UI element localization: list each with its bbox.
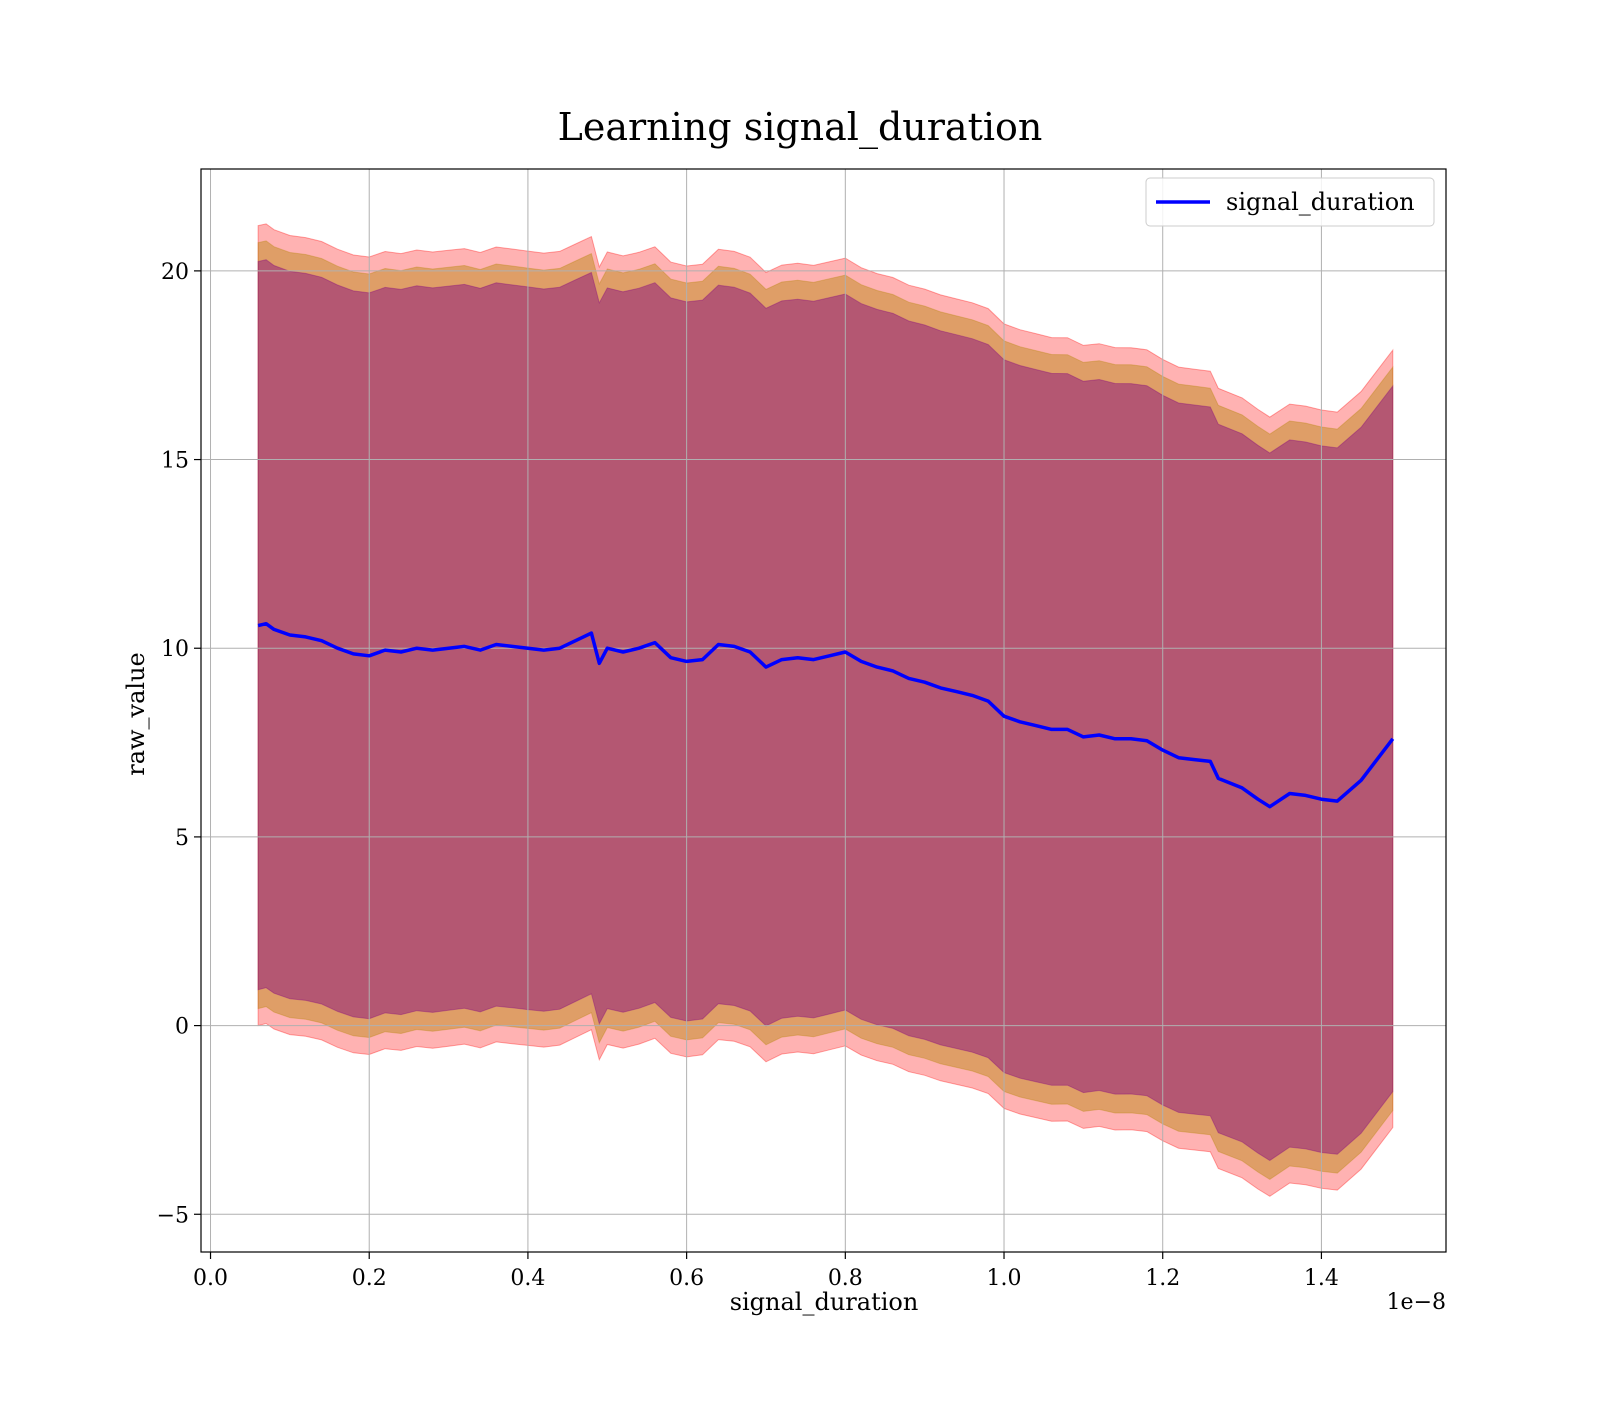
plot-frame: [200, 168, 1447, 1253]
x-tick-label: 1.0: [987, 1266, 1022, 1291]
y-axis-ticks: −5 0 5 10 15 20: [157, 260, 201, 1228]
x-tick-label: 0.4: [510, 1266, 545, 1291]
x-axis-ticks: 0.0 0.2 0.4 0.6 0.8 1.0 1.2 1.4: [193, 1252, 1339, 1291]
x-tick-label: 1.4: [1304, 1266, 1339, 1291]
grid-lines: [201, 169, 1446, 1252]
band-inner: [257, 259, 1394, 1162]
series-line-signal-duration: [257, 621, 1395, 809]
band-outer: [257, 223, 1394, 1197]
x-tick-label: 0.6: [669, 1266, 704, 1291]
y-tick-label: 5: [175, 826, 189, 851]
y-axis-label: raw_value: [122, 652, 150, 776]
x-axis-label: signal_duration: [730, 1288, 919, 1316]
series-lines: [257, 621, 1395, 809]
y-tick-label: 0: [175, 1015, 189, 1040]
chart-title: Learning signal_duration: [558, 105, 1043, 150]
y-tick-label: 15: [161, 449, 189, 474]
x-tick-label: 0.0: [193, 1266, 228, 1291]
x-tick-label: 0.2: [352, 1266, 387, 1291]
y-tick-label: 10: [161, 637, 189, 662]
legend: signal_duration: [1145, 177, 1435, 227]
confidence-bands: [257, 223, 1394, 1197]
legend-frame: [1145, 177, 1435, 227]
x-tick-label: 1.2: [1145, 1266, 1180, 1291]
band-middle: [257, 240, 1394, 1180]
y-tick-label: 20: [161, 260, 189, 285]
legend-entry-label: signal_duration: [1226, 188, 1415, 216]
x-axis-offset-label: 1e−8: [1387, 1290, 1446, 1315]
y-tick-label: −5: [157, 1203, 189, 1228]
x-tick-label: 0.8: [828, 1266, 863, 1291]
